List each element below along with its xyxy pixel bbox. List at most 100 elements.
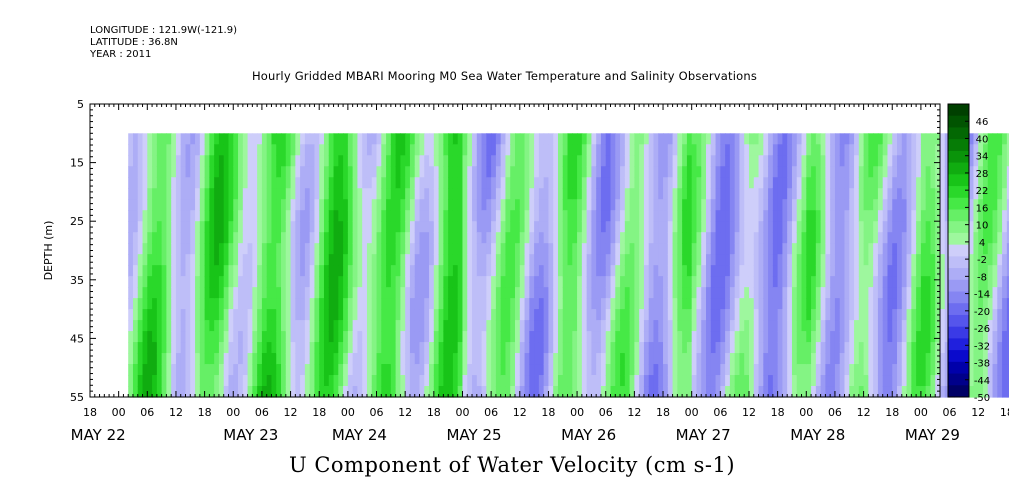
heatmap-cell bbox=[653, 331, 659, 343]
heatmap-cell bbox=[352, 386, 359, 398]
heatmap-cell bbox=[581, 386, 588, 398]
heatmap-cell bbox=[620, 309, 626, 321]
heatmap-cell bbox=[811, 309, 817, 321]
heatmap-cell bbox=[438, 276, 444, 288]
heatmap-cell bbox=[381, 254, 387, 266]
heatmap-cell bbox=[491, 188, 497, 200]
heatmap-cell bbox=[190, 155, 196, 167]
heatmap-cell bbox=[801, 166, 807, 178]
heatmap-cell bbox=[882, 342, 889, 354]
heatmap-cell bbox=[987, 386, 994, 398]
heatmap-cell bbox=[223, 133, 230, 145]
heatmap-cell bbox=[429, 375, 435, 387]
heatmap-cell bbox=[701, 364, 707, 376]
heatmap-cell bbox=[978, 364, 984, 376]
heatmap-cell bbox=[529, 320, 535, 332]
heatmap-cell bbox=[510, 144, 516, 156]
heatmap-cell bbox=[648, 298, 655, 310]
heatmap-cell bbox=[195, 177, 201, 189]
heatmap-cell bbox=[400, 188, 406, 200]
heatmap-cell bbox=[156, 364, 163, 376]
heatmap-cell bbox=[395, 276, 401, 288]
heatmap-cell bbox=[605, 166, 612, 178]
heatmap-cell bbox=[381, 309, 387, 321]
heatmap-cell bbox=[491, 342, 497, 354]
heatmap-cell bbox=[577, 232, 583, 244]
heatmap-cell bbox=[524, 188, 530, 200]
heatmap-cell bbox=[500, 254, 507, 266]
heatmap-cell bbox=[400, 276, 406, 288]
heatmap-cell bbox=[195, 320, 201, 332]
heatmap-cell bbox=[791, 166, 798, 178]
heatmap-cell bbox=[701, 386, 707, 398]
heatmap-cell bbox=[228, 188, 234, 200]
heatmap-cell bbox=[486, 287, 492, 299]
heatmap-cell bbox=[658, 320, 664, 332]
heatmap-cell bbox=[567, 364, 573, 376]
heatmap-cell bbox=[295, 133, 301, 145]
heatmap-cell bbox=[362, 265, 368, 277]
heatmap-cell bbox=[581, 243, 588, 255]
heatmap-cell bbox=[811, 386, 817, 398]
y-axis-title: DEPTH (m) bbox=[42, 221, 55, 281]
heatmap-cell bbox=[214, 298, 220, 310]
heatmap-cell bbox=[472, 155, 478, 167]
heatmap-cell bbox=[935, 177, 941, 189]
heatmap-cell bbox=[901, 199, 908, 211]
heatmap-cell bbox=[161, 298, 168, 310]
heatmap-cell bbox=[128, 364, 134, 376]
x-tick-label: 06 bbox=[943, 406, 957, 419]
heatmap-cell bbox=[968, 375, 975, 387]
heatmap-cell bbox=[137, 188, 144, 200]
heatmap-cell bbox=[624, 265, 631, 277]
heatmap-cell bbox=[667, 386, 674, 398]
heatmap-cell bbox=[175, 320, 182, 332]
heatmap-cell bbox=[768, 221, 774, 233]
heatmap-cell bbox=[238, 331, 244, 343]
heatmap-cell bbox=[796, 331, 803, 343]
heatmap-cell bbox=[572, 199, 578, 211]
heatmap-cell bbox=[667, 331, 674, 343]
heatmap-cell bbox=[782, 287, 788, 299]
heatmap-cell bbox=[748, 375, 755, 387]
heatmap-cell bbox=[476, 221, 483, 233]
heatmap-cell bbox=[944, 265, 951, 277]
heatmap-cell bbox=[276, 199, 282, 211]
heatmap-cell bbox=[462, 188, 468, 200]
heatmap-cell bbox=[204, 276, 210, 288]
heatmap-cell bbox=[586, 210, 593, 222]
heatmap-cell bbox=[624, 254, 631, 266]
heatmap-cell bbox=[529, 232, 535, 244]
heatmap-cell bbox=[281, 276, 287, 288]
heatmap-cell bbox=[629, 232, 635, 244]
heatmap-cell bbox=[620, 210, 626, 222]
heatmap-cell bbox=[997, 386, 1003, 398]
heatmap-cell bbox=[228, 155, 234, 167]
heatmap-cell bbox=[247, 364, 253, 376]
heatmap-cell bbox=[691, 133, 698, 145]
heatmap-cell bbox=[147, 188, 153, 200]
heatmap-cell bbox=[304, 221, 311, 233]
heatmap-cell bbox=[710, 298, 717, 310]
heatmap-cell bbox=[858, 331, 865, 343]
heatmap-cell bbox=[328, 320, 335, 332]
heatmap-cell bbox=[276, 386, 282, 398]
heatmap-cell bbox=[605, 320, 612, 332]
heatmap-cell bbox=[801, 243, 807, 255]
heatmap-cell bbox=[710, 309, 717, 321]
heatmap-cell bbox=[266, 188, 273, 200]
heatmap-cell bbox=[223, 155, 230, 167]
heatmap-cell bbox=[529, 221, 535, 233]
heatmap-cell bbox=[204, 287, 210, 299]
heatmap-cell bbox=[643, 353, 650, 365]
heatmap-cell bbox=[261, 166, 268, 178]
heatmap-cell bbox=[897, 144, 903, 156]
heatmap-cell bbox=[390, 177, 397, 189]
heatmap-cell bbox=[362, 364, 368, 376]
heatmap-cell bbox=[1006, 364, 1009, 376]
heatmap-cell bbox=[577, 188, 583, 200]
heatmap-cell bbox=[209, 188, 215, 200]
heatmap-cell bbox=[304, 232, 311, 244]
heatmap-cell bbox=[830, 298, 836, 310]
heatmap-cell bbox=[452, 144, 459, 156]
